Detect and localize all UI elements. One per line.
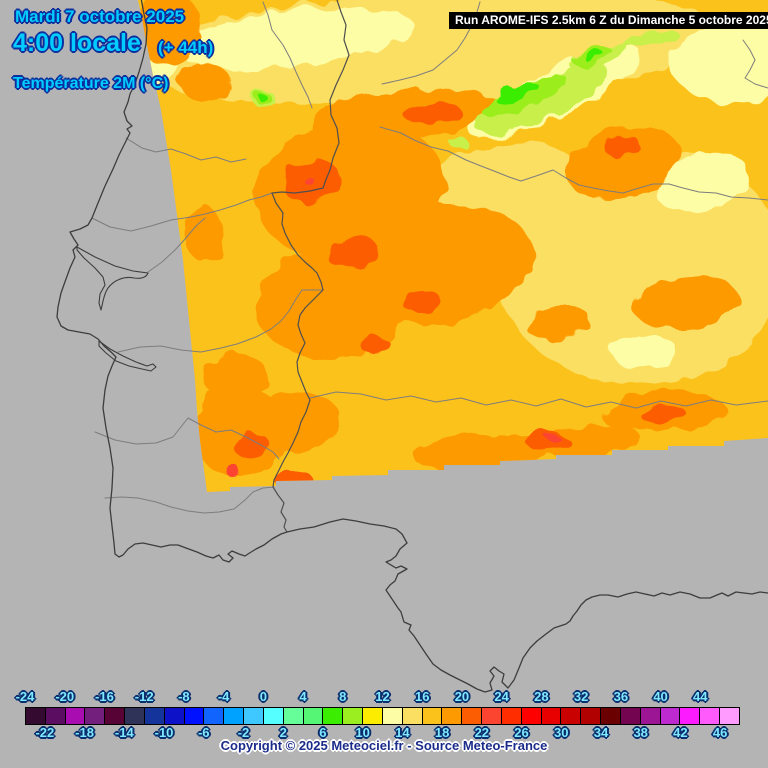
variable-label: Température 2M (°C) bbox=[13, 75, 169, 92]
scale-tick-label: 20 bbox=[454, 689, 470, 704]
country-border-path bbox=[271, 0, 350, 533]
scale-cell bbox=[183, 707, 205, 725]
coastline-path bbox=[56, 0, 768, 693]
scale-cell bbox=[619, 707, 641, 725]
scale-cell bbox=[481, 707, 502, 725]
scale-cell bbox=[401, 707, 423, 725]
scale-tick-label: -14 bbox=[114, 725, 134, 740]
scale-cell bbox=[322, 707, 344, 725]
scale-cell bbox=[342, 707, 364, 725]
scale-cell bbox=[381, 707, 403, 725]
scale-cell bbox=[44, 707, 66, 725]
temperature-field bbox=[138, 0, 768, 492]
scale-tick-label: 30 bbox=[554, 725, 569, 740]
scale-cell bbox=[520, 707, 542, 725]
scale-tick-label: -20 bbox=[55, 689, 75, 704]
scale-cell bbox=[580, 707, 602, 725]
scale-tick-label: -22 bbox=[35, 725, 55, 740]
sado-estuary-path bbox=[98, 340, 157, 372]
scale-tick-label: 12 bbox=[375, 689, 390, 704]
scale-tick-label: -8 bbox=[178, 689, 190, 704]
scale-cell bbox=[699, 707, 720, 725]
scale-cell bbox=[104, 707, 126, 725]
scale-tick-label: 4 bbox=[299, 689, 307, 704]
scale-tick-label: -6 bbox=[197, 725, 210, 740]
scale-tick-label: -4 bbox=[217, 689, 230, 704]
forecast-offset-label: (+ 44h) bbox=[158, 38, 214, 57]
temperature-field-blobs bbox=[138, 0, 768, 487]
scale-tick-label: 28 bbox=[534, 689, 549, 704]
scale-tick-label: 10 bbox=[355, 725, 370, 740]
scale-tick-label: 22 bbox=[474, 725, 490, 740]
scale-tick-label: 32 bbox=[573, 689, 589, 704]
scale-tick-label: 34 bbox=[593, 725, 609, 740]
copyright-label: Copyright © 2025 Meteociel.fr - Source M… bbox=[220, 738, 548, 753]
scale-tick-label: 38 bbox=[633, 725, 648, 740]
scale-tick-label: 8 bbox=[339, 689, 347, 704]
scale-tick-label: 24 bbox=[494, 689, 509, 704]
scale-tick-label: 46 bbox=[712, 725, 728, 740]
scale-cell bbox=[124, 707, 145, 725]
scale-tick-label: -2 bbox=[237, 725, 250, 740]
scale-cell bbox=[282, 707, 304, 725]
scale-cell bbox=[84, 707, 106, 725]
scale-tick-label: -16 bbox=[95, 689, 114, 704]
run-info-banner: Run AROME-IFS 2.5km 6 Z du Dimanche 5 oc… bbox=[449, 12, 768, 29]
scale-tick-label: 6 bbox=[319, 725, 327, 740]
tagus-estuary-path bbox=[76, 246, 149, 311]
scale-tick-label: 40 bbox=[653, 689, 668, 704]
scale-tick-label: 36 bbox=[613, 689, 629, 704]
scale-tick-label: 26 bbox=[514, 725, 529, 740]
scale-cell bbox=[302, 707, 324, 725]
scale-cell bbox=[362, 707, 383, 725]
scale-tick-label: 14 bbox=[395, 725, 410, 740]
scale-tick-label: -24 bbox=[15, 689, 35, 704]
scale-tick-label: 42 bbox=[673, 725, 688, 740]
scale-cell bbox=[421, 707, 443, 725]
scale-tick-label: 44 bbox=[693, 689, 708, 704]
scale-cell bbox=[25, 707, 46, 725]
scale-tick-label: -18 bbox=[75, 725, 94, 740]
scale-cell bbox=[500, 707, 522, 725]
scale-tick-label: 0 bbox=[259, 689, 267, 704]
scale-cell bbox=[560, 707, 582, 725]
scale-cell bbox=[679, 707, 701, 725]
scale-cell bbox=[600, 707, 621, 725]
scale-cell bbox=[659, 707, 681, 725]
scale-cell bbox=[64, 707, 86, 725]
color-scale-bar bbox=[25, 707, 740, 725]
district-boundaries bbox=[91, 1, 768, 514]
scale-cell bbox=[163, 707, 185, 725]
scale-cell bbox=[461, 707, 483, 725]
scale-cell bbox=[203, 707, 225, 725]
scale-cell bbox=[223, 707, 245, 725]
local-time-label: 4:00 locale bbox=[13, 29, 141, 57]
scale-cell bbox=[243, 707, 264, 725]
date-label: Mardi 7 octobre 2025 bbox=[15, 7, 185, 26]
scale-cell bbox=[639, 707, 661, 725]
scale-tick-label: 16 bbox=[414, 689, 430, 704]
scale-tick-label: 2 bbox=[279, 725, 287, 740]
scale-cell bbox=[262, 707, 284, 725]
scale-cell bbox=[441, 707, 463, 725]
scale-cell bbox=[540, 707, 562, 725]
scale-tick-label: 18 bbox=[434, 725, 450, 740]
scale-cell bbox=[718, 707, 740, 725]
scale-cell bbox=[143, 707, 165, 725]
scale-tick-label: -12 bbox=[134, 689, 154, 704]
scale-tick-label: -10 bbox=[154, 725, 174, 740]
